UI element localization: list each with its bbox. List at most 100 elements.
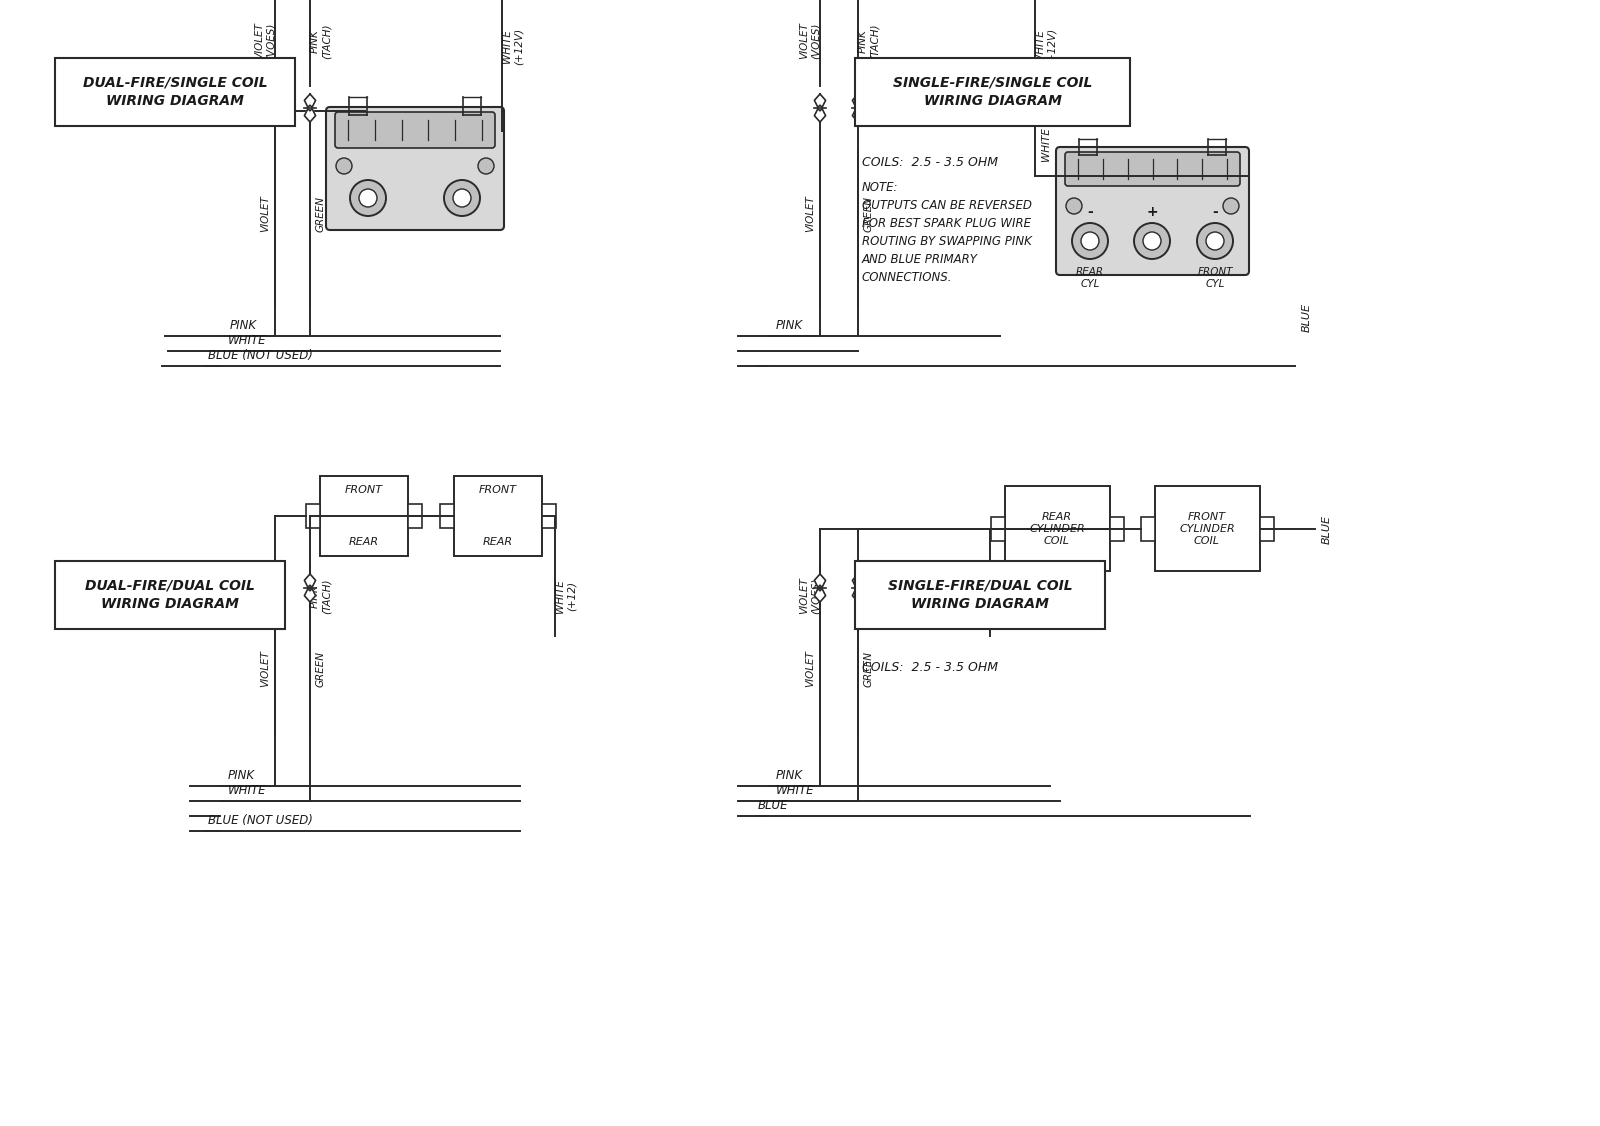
Text: WHITE: WHITE xyxy=(776,784,814,797)
Polygon shape xyxy=(853,574,864,588)
Polygon shape xyxy=(269,93,280,107)
FancyBboxPatch shape xyxy=(54,561,285,629)
Polygon shape xyxy=(853,109,864,122)
FancyBboxPatch shape xyxy=(1066,152,1240,186)
Polygon shape xyxy=(304,574,315,588)
Text: BLUE (NOT USED): BLUE (NOT USED) xyxy=(208,814,314,826)
Circle shape xyxy=(350,180,386,216)
Text: VIOLET
(VOES): VIOLET (VOES) xyxy=(800,23,821,60)
Text: WHITE
(+12): WHITE (+12) xyxy=(990,579,1011,613)
Text: -: - xyxy=(1086,205,1093,218)
Text: BLUE: BLUE xyxy=(1322,515,1331,544)
FancyBboxPatch shape xyxy=(1056,148,1250,275)
Bar xyxy=(408,504,422,528)
Bar xyxy=(1261,517,1274,540)
Circle shape xyxy=(1082,232,1099,250)
Text: GREEN: GREEN xyxy=(864,196,874,232)
Polygon shape xyxy=(814,574,826,588)
Circle shape xyxy=(445,180,480,216)
Text: VIOLET
(VOES): VIOLET (VOES) xyxy=(254,23,275,60)
Text: PINK
(TACH): PINK (TACH) xyxy=(310,579,331,614)
Circle shape xyxy=(1134,223,1170,259)
Circle shape xyxy=(1197,223,1234,259)
Text: VIOLET: VIOLET xyxy=(805,196,814,232)
Circle shape xyxy=(478,158,494,175)
Text: BLUE: BLUE xyxy=(758,799,789,812)
Text: FRONT
CYL: FRONT CYL xyxy=(1197,267,1232,288)
Text: +: + xyxy=(1146,205,1158,218)
Bar xyxy=(320,476,408,556)
Text: WHITE: WHITE xyxy=(1042,127,1051,161)
Text: FRONT
CYLINDER
COIL: FRONT CYLINDER COIL xyxy=(1179,511,1235,546)
Text: FRONT: FRONT xyxy=(478,485,517,495)
Text: VIOLET
(VOES): VIOLET (VOES) xyxy=(800,578,821,615)
Text: REAR
CYLINDER
COIL: REAR CYLINDER COIL xyxy=(1029,511,1085,546)
Text: DUAL-FIRE/DUAL COIL
WIRING DIAGRAM: DUAL-FIRE/DUAL COIL WIRING DIAGRAM xyxy=(85,579,254,611)
Polygon shape xyxy=(269,574,280,588)
Text: REAR: REAR xyxy=(349,537,379,547)
Circle shape xyxy=(1072,223,1107,259)
Bar xyxy=(440,504,454,528)
Polygon shape xyxy=(304,589,315,602)
Text: GREEN: GREEN xyxy=(864,651,874,687)
Text: PINK: PINK xyxy=(776,319,803,332)
Text: BLUE (NOT USED): BLUE (NOT USED) xyxy=(208,349,314,361)
FancyBboxPatch shape xyxy=(854,59,1130,126)
Text: VIOLET: VIOLET xyxy=(805,651,814,688)
Text: VIOLET
(VOES): VIOLET (VOES) xyxy=(254,578,275,615)
Polygon shape xyxy=(304,109,315,122)
Text: SINGLE-FIRE/SINGLE COIL
WIRING DIAGRAM: SINGLE-FIRE/SINGLE COIL WIRING DIAGRAM xyxy=(893,75,1093,108)
Text: PINK: PINK xyxy=(229,769,254,781)
Polygon shape xyxy=(814,589,826,602)
Text: WHITE
(+12): WHITE (+12) xyxy=(555,579,576,613)
Text: WHITE
(+12V): WHITE (+12V) xyxy=(502,27,523,64)
Text: GREEN: GREEN xyxy=(317,196,326,232)
Bar xyxy=(1155,486,1261,571)
Circle shape xyxy=(453,189,470,207)
Text: NOTE:
OUTPUTS CAN BE REVERSED
FOR BEST SPARK PLUG WIRE
ROUTING BY SWAPPING PINK
: NOTE: OUTPUTS CAN BE REVERSED FOR BEST S… xyxy=(862,181,1032,284)
Text: GREEN: GREEN xyxy=(317,651,326,687)
Circle shape xyxy=(336,158,352,175)
Circle shape xyxy=(358,189,378,207)
Text: PINK
(TACH): PINK (TACH) xyxy=(858,24,880,59)
Text: VIOLET: VIOLET xyxy=(259,651,270,688)
Bar xyxy=(1005,486,1110,571)
Bar xyxy=(306,504,320,528)
Circle shape xyxy=(1066,198,1082,214)
Text: -: - xyxy=(1213,205,1218,218)
Text: PINK: PINK xyxy=(776,769,803,781)
Text: DUAL-FIRE/SINGLE COIL
WIRING DIAGRAM: DUAL-FIRE/SINGLE COIL WIRING DIAGRAM xyxy=(83,75,267,108)
Polygon shape xyxy=(853,589,864,602)
Text: REAR: REAR xyxy=(483,537,514,547)
Text: VIOLET: VIOLET xyxy=(259,196,270,232)
Circle shape xyxy=(1142,232,1162,250)
Circle shape xyxy=(1206,232,1224,250)
Polygon shape xyxy=(269,589,280,602)
Polygon shape xyxy=(814,109,826,122)
FancyBboxPatch shape xyxy=(54,59,294,126)
Polygon shape xyxy=(853,93,864,107)
Polygon shape xyxy=(304,93,315,107)
Bar xyxy=(542,504,557,528)
Text: PINK
(TACH): PINK (TACH) xyxy=(858,579,880,614)
Text: PINK
(TACH): PINK (TACH) xyxy=(310,24,331,59)
Text: WHITE: WHITE xyxy=(229,334,267,347)
Text: WHITE
(+12V): WHITE (+12V) xyxy=(1035,27,1056,64)
FancyBboxPatch shape xyxy=(854,561,1106,629)
Bar xyxy=(1110,517,1123,540)
Bar xyxy=(454,476,542,556)
Text: FRONT: FRONT xyxy=(346,485,382,495)
Text: SINGLE-FIRE/DUAL COIL
WIRING DIAGRAM: SINGLE-FIRE/DUAL COIL WIRING DIAGRAM xyxy=(888,579,1072,611)
Bar xyxy=(990,517,1005,540)
Text: COILS:  2.5 - 3.5 OHM: COILS: 2.5 - 3.5 OHM xyxy=(862,661,998,674)
Text: BLUE: BLUE xyxy=(1302,304,1312,332)
FancyBboxPatch shape xyxy=(334,111,494,148)
Text: WHITE: WHITE xyxy=(229,784,267,797)
Text: PINK: PINK xyxy=(230,319,258,332)
Circle shape xyxy=(1222,198,1238,214)
Polygon shape xyxy=(269,109,280,122)
Text: COILS:  2.5 - 3.5 OHM: COILS: 2.5 - 3.5 OHM xyxy=(862,157,998,169)
FancyBboxPatch shape xyxy=(326,107,504,230)
Polygon shape xyxy=(814,93,826,107)
Text: REAR
CYL: REAR CYL xyxy=(1075,267,1104,288)
